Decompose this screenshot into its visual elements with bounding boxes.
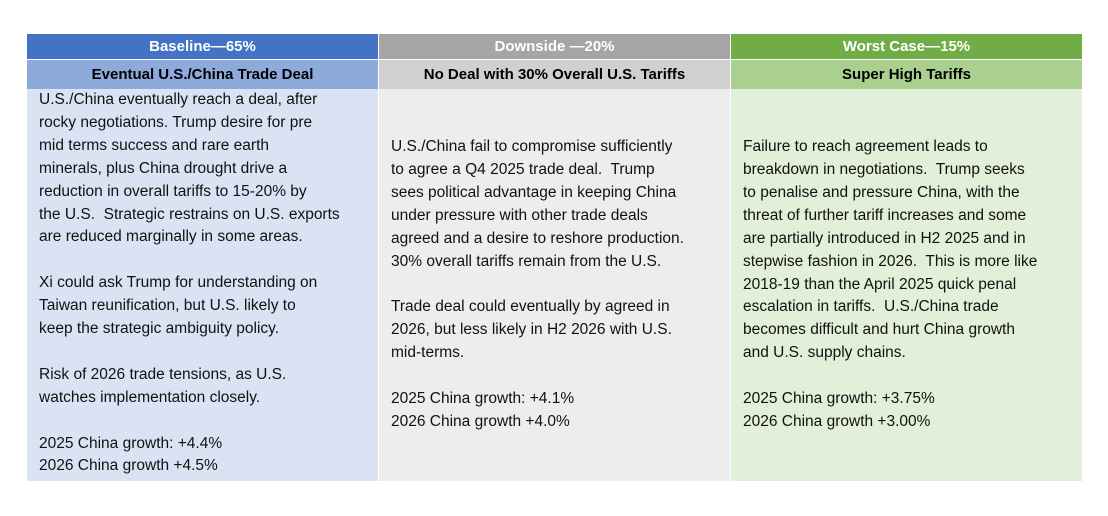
text-line: Failure to reach agreement leads to bbox=[743, 138, 988, 156]
text-line: minerals, plus China drought drive a bbox=[39, 159, 288, 177]
scenario-header: Worst Case—15% bbox=[731, 34, 1082, 59]
text-line: U.S./China fail to compromise sufficient… bbox=[391, 138, 673, 156]
text-line: 2025 China growth: +4.1% bbox=[391, 390, 575, 408]
text-line: Trade deal could eventually by agreed in bbox=[391, 298, 670, 316]
scenario-header: Downside —20% bbox=[379, 34, 730, 59]
text-line: breakdown in negotiations. Trump seeks bbox=[743, 161, 1025, 179]
scenario-subheader: No Deal with 30% Overall U.S. Tariffs bbox=[379, 59, 730, 89]
paragraph: 2025 China growth: +4.1% 2026 China growt… bbox=[391, 388, 718, 434]
text-line: 2026 China growth +4.0% bbox=[391, 412, 570, 430]
scenario-subheader: Super High Tariffs bbox=[731, 59, 1082, 89]
paragraph: Trade deal could eventually by agreed in… bbox=[391, 296, 718, 365]
text-line: keep the strategic ambiguity policy. bbox=[39, 320, 280, 338]
scenario-body: U.S./China eventually reach a deal, afte… bbox=[27, 89, 378, 481]
scenario-body: U.S./China fail to compromise sufficient… bbox=[379, 89, 730, 481]
text-line: threat of further tariff increases and s… bbox=[743, 206, 1027, 224]
text-line: 2026 China growth +3.00% bbox=[743, 412, 931, 430]
text-line: watches implementation closely. bbox=[39, 388, 261, 406]
text-line: are partially introduced in H2 2025 and … bbox=[743, 229, 1026, 247]
paragraph: Xi could ask Trump for understanding on T… bbox=[39, 272, 366, 341]
text-line: reduction in overall tariffs to 15-20% b… bbox=[39, 182, 307, 200]
text-line: 2026 China growth +4.5% bbox=[39, 457, 218, 475]
text-line: Risk of 2026 trade tensions, as U.S. bbox=[39, 365, 287, 383]
text-line: stepwise fashion in 2026. This is more l… bbox=[743, 252, 1038, 270]
text-line: 2018-19 than the April 2025 quick penal bbox=[743, 275, 1017, 293]
scenario-header: Baseline—65% bbox=[27, 34, 378, 59]
paragraph: U.S./China eventually reach a deal, afte… bbox=[39, 89, 366, 249]
text-line: becomes difficult and hurt China growth bbox=[743, 321, 1015, 339]
scenario-column: Worst Case—15% Super High Tariffs Failure … bbox=[731, 34, 1083, 481]
paragraph: 2025 China growth: +3.75% 2026 China grow… bbox=[743, 388, 1070, 434]
text-line: Taiwan reunification, but U.S. likely to bbox=[39, 297, 296, 315]
text-line: sees political advantage in keeping Chin… bbox=[391, 183, 677, 201]
scenario-column: Downside —20% No Deal with 30% Overall U.… bbox=[379, 34, 731, 481]
paragraph: Failure to reach agreement leads to break… bbox=[743, 136, 1070, 365]
text-line: 2025 China growth: +3.75% bbox=[743, 390, 935, 408]
scenario-column: Baseline—65% Eventual U.S./China Trade De… bbox=[27, 34, 379, 481]
text-line: Xi could ask Trump for understanding on bbox=[39, 274, 318, 292]
text-line: and U.S. supply chains. bbox=[743, 344, 906, 362]
scenario-table: Baseline—65% Eventual U.S./China Trade De… bbox=[27, 34, 1083, 481]
text-line: the U.S. Strategic restrains on U.S. exp… bbox=[39, 205, 340, 223]
text-line: rocky negotiations. Trump desire for pre bbox=[39, 113, 313, 131]
text-line: are reduced marginally in some areas. bbox=[39, 228, 303, 246]
text-line: mid terms success and rare earth bbox=[39, 136, 270, 154]
scenario-subheader: Eventual U.S./China Trade Deal bbox=[27, 59, 378, 89]
text-line: escalation in tariffs. U.S./China trade bbox=[743, 298, 999, 316]
text-line: 30% overall tariffs remain from the U.S. bbox=[391, 252, 662, 270]
text-line: to agree a Q4 2025 trade deal. Trump bbox=[391, 161, 655, 179]
text-line: mid-terms. bbox=[391, 344, 465, 362]
text-line: to penalise and pressure China, with the bbox=[743, 183, 1020, 201]
text-line: under pressure with other trade deals bbox=[391, 206, 648, 224]
paragraph: U.S./China fail to compromise sufficient… bbox=[391, 136, 718, 273]
paragraph: 2025 China growth: +4.4% 2026 China growt… bbox=[39, 433, 366, 479]
scenario-body: Failure to reach agreement leads to break… bbox=[731, 89, 1082, 481]
text-line: 2026, but less likely in H2 2026 with U.… bbox=[391, 321, 672, 339]
paragraph: Risk of 2026 trade tensions, as U.S. watc… bbox=[39, 364, 366, 410]
text-line: agreed and a desire to reshore productio… bbox=[391, 229, 684, 247]
text-line: U.S./China eventually reach a deal, afte… bbox=[39, 91, 318, 108]
text-line: 2025 China growth: +4.4% bbox=[39, 434, 223, 452]
